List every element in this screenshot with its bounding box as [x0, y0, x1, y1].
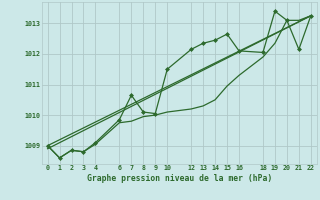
- X-axis label: Graphe pression niveau de la mer (hPa): Graphe pression niveau de la mer (hPa): [87, 174, 272, 183]
